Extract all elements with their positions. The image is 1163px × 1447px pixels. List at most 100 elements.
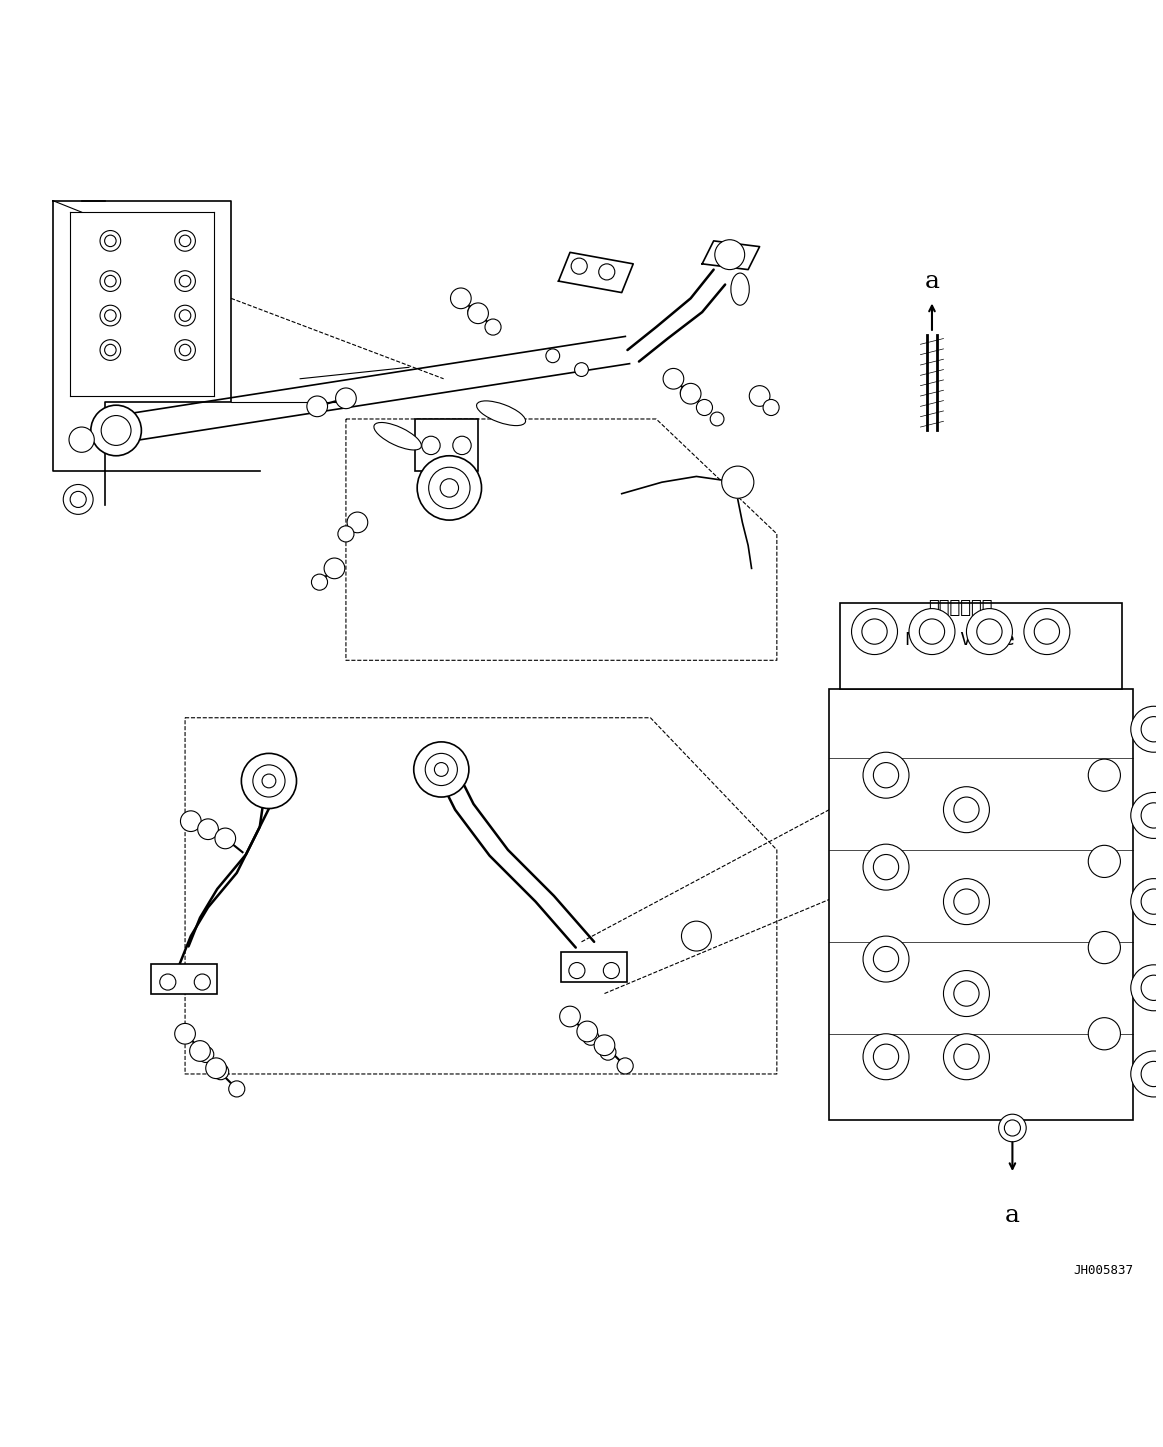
Circle shape xyxy=(312,574,328,590)
Circle shape xyxy=(600,1045,616,1061)
Circle shape xyxy=(215,828,236,849)
Circle shape xyxy=(943,787,990,832)
Bar xyxy=(828,689,1133,1120)
Circle shape xyxy=(1089,760,1120,792)
Circle shape xyxy=(229,1081,244,1097)
Circle shape xyxy=(1089,1017,1120,1051)
Text: JH005837: JH005837 xyxy=(1073,1265,1133,1278)
Text: メインバルブ: メインバルブ xyxy=(928,599,993,616)
Circle shape xyxy=(242,754,297,809)
Circle shape xyxy=(863,1033,909,1079)
Circle shape xyxy=(174,1023,195,1045)
Circle shape xyxy=(680,385,697,401)
Circle shape xyxy=(1089,932,1120,964)
Circle shape xyxy=(418,456,481,519)
Circle shape xyxy=(618,1058,633,1074)
Circle shape xyxy=(159,974,176,990)
Circle shape xyxy=(577,1022,598,1042)
Text: a: a xyxy=(1005,1204,1020,1227)
Circle shape xyxy=(414,742,469,797)
Circle shape xyxy=(174,340,195,360)
Circle shape xyxy=(450,288,471,308)
Bar xyxy=(415,420,478,470)
Polygon shape xyxy=(52,201,231,470)
Ellipse shape xyxy=(373,423,421,450)
Circle shape xyxy=(863,844,909,890)
Circle shape xyxy=(722,466,754,498)
Circle shape xyxy=(711,412,725,425)
Circle shape xyxy=(100,305,121,326)
Bar xyxy=(840,603,1121,689)
Circle shape xyxy=(100,340,121,360)
Circle shape xyxy=(1130,878,1163,925)
Polygon shape xyxy=(702,240,759,269)
Circle shape xyxy=(198,819,219,839)
Circle shape xyxy=(422,436,440,454)
Polygon shape xyxy=(558,252,633,292)
Circle shape xyxy=(198,1046,214,1062)
Circle shape xyxy=(680,383,701,404)
Circle shape xyxy=(69,427,94,453)
Circle shape xyxy=(999,1114,1026,1142)
Circle shape xyxy=(174,230,195,252)
Circle shape xyxy=(749,386,770,407)
Circle shape xyxy=(452,436,471,454)
Circle shape xyxy=(697,399,713,415)
Circle shape xyxy=(715,240,744,269)
Circle shape xyxy=(336,388,356,408)
Circle shape xyxy=(338,525,354,543)
Circle shape xyxy=(909,609,955,654)
Circle shape xyxy=(206,1058,227,1078)
Circle shape xyxy=(174,305,195,326)
Circle shape xyxy=(324,559,344,579)
Circle shape xyxy=(63,485,93,514)
Circle shape xyxy=(174,271,195,291)
Circle shape xyxy=(569,962,585,978)
Ellipse shape xyxy=(730,273,749,305)
Circle shape xyxy=(571,258,587,273)
Circle shape xyxy=(594,1035,615,1056)
Circle shape xyxy=(863,936,909,983)
Circle shape xyxy=(943,971,990,1017)
Circle shape xyxy=(100,271,121,291)
Circle shape xyxy=(1130,965,1163,1011)
Circle shape xyxy=(262,774,276,787)
Circle shape xyxy=(347,512,368,532)
Circle shape xyxy=(468,304,484,320)
Circle shape xyxy=(943,878,990,925)
Bar xyxy=(561,952,628,983)
Circle shape xyxy=(604,962,620,978)
Circle shape xyxy=(583,1029,599,1045)
Text: a: a xyxy=(925,269,940,292)
Circle shape xyxy=(682,922,712,951)
Circle shape xyxy=(966,609,1013,654)
Circle shape xyxy=(194,974,211,990)
Circle shape xyxy=(545,349,559,363)
Circle shape xyxy=(91,405,142,456)
Circle shape xyxy=(213,1064,229,1079)
Circle shape xyxy=(663,369,684,389)
Circle shape xyxy=(485,318,501,336)
Circle shape xyxy=(1130,1051,1163,1097)
Circle shape xyxy=(180,810,201,832)
Circle shape xyxy=(763,399,779,415)
Circle shape xyxy=(468,302,488,324)
Circle shape xyxy=(100,230,121,252)
Circle shape xyxy=(863,752,909,799)
Ellipse shape xyxy=(477,401,526,425)
Circle shape xyxy=(190,1040,211,1061)
Circle shape xyxy=(1023,609,1070,654)
Bar xyxy=(150,964,217,994)
Circle shape xyxy=(559,1006,580,1027)
Circle shape xyxy=(307,396,328,417)
Circle shape xyxy=(440,479,458,498)
Circle shape xyxy=(1130,793,1163,838)
Circle shape xyxy=(435,763,448,777)
Circle shape xyxy=(851,609,898,654)
Text: Main Valve: Main Valve xyxy=(906,631,1015,648)
Circle shape xyxy=(575,363,588,376)
Circle shape xyxy=(943,1033,990,1079)
Circle shape xyxy=(599,263,615,279)
Circle shape xyxy=(1130,706,1163,752)
Circle shape xyxy=(1089,845,1120,877)
